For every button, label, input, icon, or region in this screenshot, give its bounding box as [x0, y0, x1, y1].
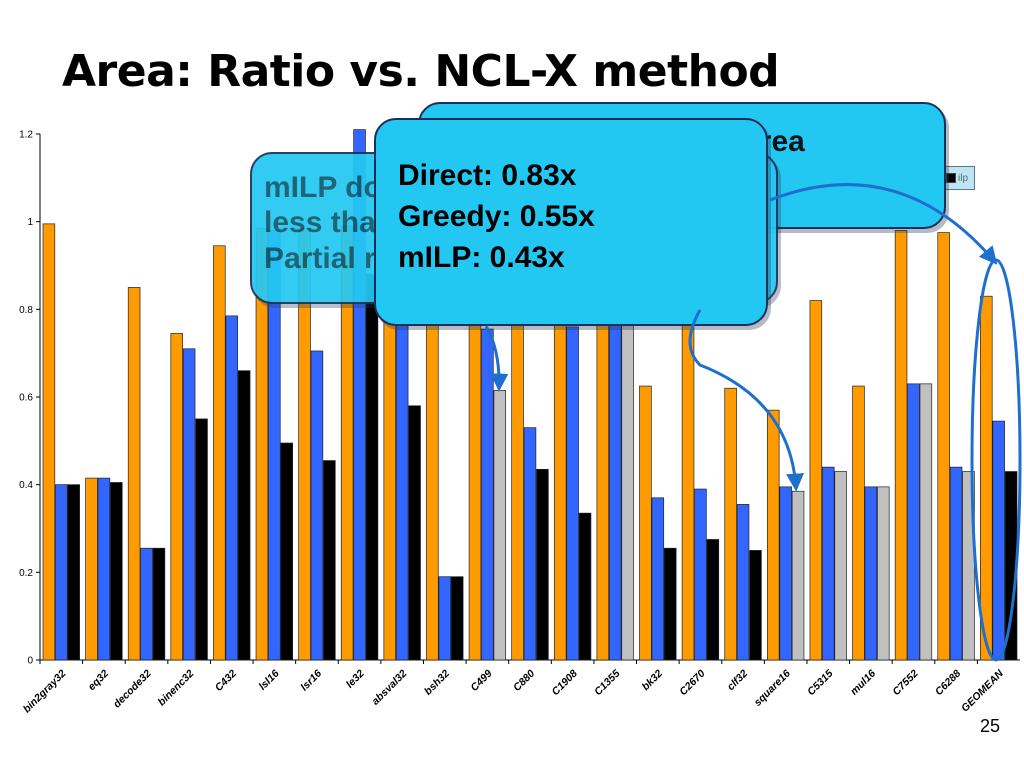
bar-direct	[97, 477, 111, 661]
x-tick-label: bin2gray32	[21, 668, 69, 716]
bar-ilp	[962, 471, 975, 661]
bar-ilp	[877, 486, 890, 661]
x-tick-label: C432	[213, 668, 239, 694]
bar-direct	[481, 328, 494, 661]
bar-ratio	[724, 387, 737, 661]
x-tick-label: GEOMEAN	[959, 667, 1006, 714]
x-tick-label: clf32	[725, 668, 751, 694]
bar-greedy	[67, 484, 80, 661]
bar-ratio	[852, 385, 865, 661]
bar-ratio	[127, 287, 141, 661]
bar-direct	[182, 348, 196, 661]
y-tick-label: 1	[27, 217, 33, 228]
x-tick-label: lsr16	[298, 668, 324, 694]
bar-ratio	[213, 245, 226, 661]
bar-ratio	[937, 232, 950, 661]
y-tick-label: 0.8	[19, 305, 33, 316]
bar-greedy	[280, 442, 293, 661]
bar-direct	[864, 486, 878, 661]
bar-greedy	[706, 539, 720, 661]
bar-direct	[353, 129, 366, 661]
y-tick-label: 0.6	[19, 393, 33, 404]
legend-swatch-ilp	[946, 173, 957, 183]
slide-title: Area: Ratio vs. NCL-X method	[62, 46, 780, 97]
bar-greedy	[152, 547, 166, 661]
bar-direct	[822, 466, 835, 661]
bar-direct	[992, 420, 1005, 661]
x-tick-label: C1355	[592, 668, 622, 698]
x-tick-label: absval32	[370, 668, 410, 708]
x-tick-label: C6288	[933, 668, 963, 698]
x-tick-label: C499	[468, 668, 494, 694]
bar-greedy	[749, 550, 762, 661]
bar-ratio	[809, 300, 823, 661]
x-tick-label: square16	[752, 668, 793, 709]
bar-ratio	[980, 295, 993, 661]
bar-direct	[907, 383, 920, 661]
bar-direct	[651, 497, 665, 661]
x-tick-label: bk32	[640, 668, 666, 694]
bar-direct	[310, 350, 324, 661]
bar-greedy	[110, 482, 123, 661]
x-tick-label: bsh32	[422, 668, 452, 698]
x-tick-label: decode32	[111, 668, 154, 711]
bar-greedy	[536, 468, 549, 661]
bar-ilp	[493, 390, 507, 661]
bar-greedy	[195, 418, 208, 661]
bar-ratio	[42, 223, 56, 661]
callout-milp-line: mILP: 0.43x	[398, 240, 565, 274]
bar-direct	[694, 488, 707, 661]
x-tick-label: le32	[344, 668, 367, 691]
legend-label-ilp: ilp	[958, 172, 969, 184]
bar-ratio	[894, 230, 908, 661]
x-tick-label: lsl16	[257, 668, 282, 693]
bar-direct	[523, 427, 537, 661]
bar-direct	[608, 313, 622, 661]
bar-greedy	[1004, 471, 1018, 661]
bar-greedy	[365, 273, 379, 661]
x-tick-label: C1908	[549, 668, 579, 698]
bar-direct	[736, 504, 750, 661]
bar-ilp	[919, 383, 933, 661]
page-number: 25	[980, 716, 1001, 736]
bar-greedy	[663, 547, 677, 661]
bar-direct	[225, 315, 238, 661]
bar-greedy	[237, 370, 251, 661]
y-tick-label: 0.4	[19, 480, 33, 491]
bar-ilp	[621, 313, 634, 661]
y-tick-label: 0	[27, 656, 33, 667]
x-tick-label: C5315	[805, 668, 835, 698]
bar-direct	[949, 466, 963, 661]
bar-greedy	[323, 460, 336, 661]
y-tick-label: 0.2	[19, 568, 33, 579]
bar-ratio	[766, 409, 780, 661]
callout-greedy-line: Greedy: 0.55x	[398, 199, 595, 233]
bar-direct	[566, 326, 579, 661]
bar-greedy	[408, 405, 421, 661]
legend-item-ilp: ilp	[946, 173, 968, 184]
x-tick-label: binenc32	[156, 668, 197, 709]
x-tick-label: C2670	[677, 668, 707, 698]
x-tick-label: C880	[511, 668, 537, 694]
bar-ratio	[170, 333, 183, 661]
bar-direct	[55, 484, 68, 661]
bar-greedy	[450, 576, 464, 661]
bar-ilp	[791, 490, 805, 661]
x-tick-label: mul16	[848, 668, 878, 698]
bar-greedy	[578, 512, 592, 661]
bar-ratio	[639, 385, 652, 661]
bar-direct	[140, 547, 153, 661]
callout-geomean-summary: Direct: 0.83x Greedy: 0.55x mILP: 0.43x	[374, 118, 768, 326]
bar-direct	[779, 486, 792, 661]
x-tick-label: eq32	[86, 668, 112, 694]
bar-ilp	[834, 471, 847, 661]
x-tick-label: C7552	[890, 668, 920, 698]
bar-direct	[438, 576, 452, 661]
callout-direct-line: Direct: 0.83x	[398, 159, 577, 192]
bar-ratio	[85, 477, 98, 661]
y-tick-label: 1.2	[19, 130, 33, 141]
